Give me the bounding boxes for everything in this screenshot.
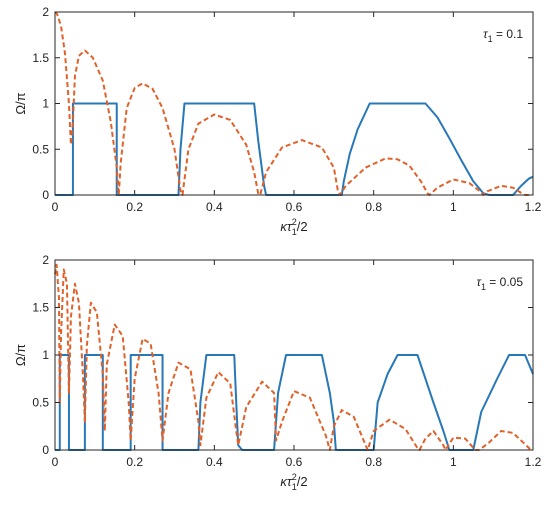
x-tick-label: 1.2 bbox=[525, 200, 542, 214]
y-tick-label: 1.5 bbox=[32, 301, 49, 315]
x-tick-label: 0 bbox=[52, 200, 59, 214]
x-tick-label: 0.2 bbox=[126, 455, 143, 469]
y-tick-label: 0 bbox=[42, 188, 49, 202]
y-tick-label: 2 bbox=[42, 253, 49, 267]
y-tick-label: 1.5 bbox=[32, 51, 49, 65]
y-tick-label: 1 bbox=[42, 348, 49, 362]
x-axis-label: κτ2 1/2 bbox=[280, 217, 307, 237]
y-axis-label: Ω/π bbox=[13, 344, 28, 366]
tau-annotation: τ1 = 0.1 bbox=[483, 27, 523, 44]
series-line-dashed bbox=[54, 11, 530, 196]
top-panel: 0 0.2 0.4 0.6 0.8 1 1.2 0 0.5 1 1.5 2 Ω/π κτ2 1/2 τ1 = … bbox=[13, 5, 542, 237]
x-tick-label: 0.8 bbox=[365, 455, 382, 469]
x-tick-label: 1 bbox=[450, 200, 457, 214]
x-tick-label: 0.4 bbox=[206, 200, 223, 214]
x-axis-label: κτ2 1/2 bbox=[280, 472, 307, 492]
x-tick-label: 1.2 bbox=[525, 455, 542, 469]
plot-area bbox=[55, 12, 533, 195]
x-tick-label: 1 bbox=[450, 455, 457, 469]
x-tick-label: 0 bbox=[52, 455, 59, 469]
x-tick-label: 0.6 bbox=[286, 455, 303, 469]
y-axis-label: Ω/π bbox=[13, 92, 28, 114]
x-tick-label: 0.4 bbox=[206, 455, 223, 469]
x-tick-label: 0.8 bbox=[365, 200, 382, 214]
y-tick-label: 0.5 bbox=[32, 142, 49, 156]
x-tick-label: 0.6 bbox=[286, 200, 303, 214]
x-tick-label: 0.2 bbox=[126, 200, 143, 214]
y-tick-label: 0 bbox=[42, 443, 49, 457]
series-line-dashed bbox=[54, 263, 533, 451]
y-tick-label: 2 bbox=[42, 5, 49, 19]
bottom-panel: 0 0.2 0.4 0.6 0.8 1 1.2 0 0.5 1 1.5 2 Ω/π κτ2 1/2 τ1 = … bbox=[13, 253, 542, 492]
y-tick-label: 1 bbox=[42, 97, 49, 111]
tau-annotation: τ1 = 0.05 bbox=[476, 275, 523, 292]
y-tick-label: 0.5 bbox=[32, 396, 49, 410]
